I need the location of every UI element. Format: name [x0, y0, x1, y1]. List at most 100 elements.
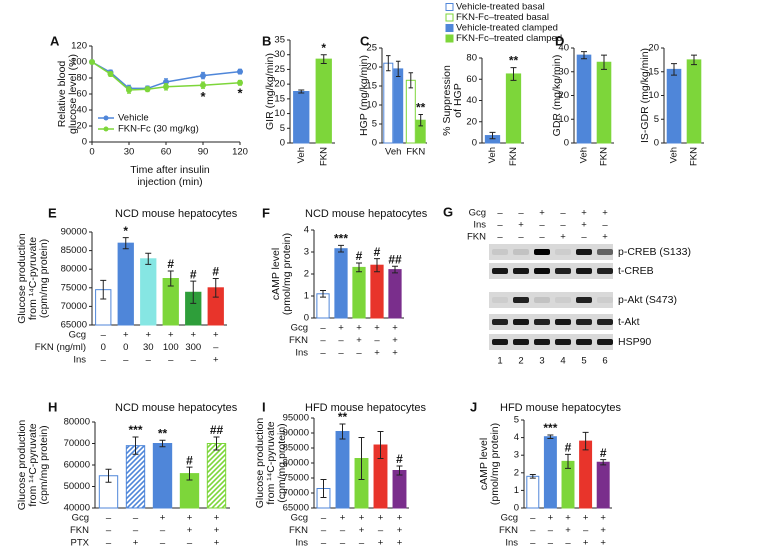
y-tick-label: 4 — [304, 225, 309, 236]
y-tick-label: 20 — [274, 79, 285, 90]
x-tick-label: 60 — [161, 147, 172, 158]
condition-mark: – — [497, 208, 503, 219]
condition-mark: 30 — [143, 342, 154, 353]
chart-title: HFD mouse hepatocytes — [500, 402, 622, 414]
y-axis-label: Glucose productionfrom ¹⁴C-pyruvate(cpm/… — [16, 233, 50, 324]
point — [89, 59, 95, 65]
condition-mark: – — [560, 208, 566, 219]
condition-mark: 300 — [185, 342, 201, 353]
y-tick-label: 0 — [280, 138, 285, 149]
condition-mark: + — [190, 330, 196, 341]
x-tick-label: Veh — [669, 147, 680, 163]
blot-band — [513, 319, 529, 325]
annotation: ** — [338, 410, 348, 424]
y-tick-label: 1 — [304, 291, 309, 302]
bar — [394, 69, 403, 143]
panel-letter: I — [262, 399, 266, 414]
condition-mark: + — [214, 513, 220, 524]
y-tick-label: 0 — [654, 138, 659, 149]
y-tick-label: 5 — [514, 415, 519, 426]
blot-band — [555, 319, 571, 325]
blot-band — [597, 339, 613, 345]
blot-band — [597, 249, 613, 255]
band-label: p-CREB (S133) — [618, 246, 691, 258]
annotation: *** — [543, 421, 557, 435]
condition-mark: + — [392, 348, 398, 359]
bar — [126, 446, 144, 508]
condition-mark: + — [187, 525, 193, 536]
y-tick-label: 80 — [466, 53, 477, 64]
blot-band — [534, 249, 550, 255]
condition-mark: – — [530, 538, 536, 547]
bar — [506, 74, 520, 143]
annotation: *** — [128, 423, 142, 437]
annotation: ## — [388, 252, 402, 266]
annotation: # — [396, 452, 403, 466]
bar — [597, 462, 609, 508]
legend-swatch — [446, 25, 453, 32]
blot-band — [534, 268, 550, 274]
blot-band — [555, 297, 571, 303]
y-tick-label: 75000 — [61, 282, 87, 293]
panel-letter: H — [48, 399, 57, 414]
condition-mark: – — [106, 525, 112, 536]
condition-mark: + — [168, 330, 174, 341]
condition-mark: – — [374, 335, 380, 346]
condition-mark: – — [146, 355, 152, 366]
condition-name: Gcg — [469, 208, 486, 219]
point — [126, 87, 132, 93]
condition-name: PTX — [71, 538, 90, 547]
condition-mark: – — [320, 348, 326, 359]
condition-mark: + — [356, 323, 362, 334]
band-label: t-CREB — [618, 265, 654, 277]
y-tick-label: 15 — [274, 93, 285, 104]
x-tick-label: FKN — [318, 147, 329, 166]
condition-mark: + — [565, 513, 571, 524]
point — [145, 86, 151, 92]
condition-mark: + — [338, 323, 344, 334]
y-tick-label: 50000 — [64, 481, 90, 492]
y-axis-label: HGP (mg/kg/min) — [358, 55, 370, 136]
blot-band — [513, 249, 529, 255]
blot-band — [534, 319, 550, 325]
condition-mark: + — [600, 513, 606, 524]
blot-band — [576, 249, 592, 255]
y-tick-label: 60 — [466, 74, 477, 85]
y-tick-label: 120 — [71, 41, 87, 52]
condition-mark: + — [123, 330, 129, 341]
x-tick-label: 30 — [124, 147, 135, 158]
condition-name: Ins — [295, 538, 308, 547]
annotation: * — [123, 224, 128, 238]
condition-mark: + — [600, 538, 606, 547]
y-tick-label: 0 — [372, 138, 377, 149]
y-tick-label: 90000 — [61, 227, 87, 238]
annotation: # — [356, 249, 363, 263]
condition-mark: + — [539, 208, 545, 219]
condition-mark: + — [397, 513, 403, 524]
lane-number: 4 — [560, 356, 565, 367]
condition-mark: + — [560, 232, 566, 243]
condition-mark: – — [340, 538, 346, 547]
condition-name: Ins — [473, 220, 486, 231]
condition-mark: – — [101, 330, 107, 341]
condition-mark: 100 — [163, 342, 179, 353]
chart-title: NCD mouse hepatocytes — [305, 208, 428, 220]
condition-mark: – — [123, 355, 129, 366]
annotation: # — [374, 245, 381, 259]
condition-mark: + — [374, 323, 380, 334]
legend-label: Vehicle — [118, 113, 149, 124]
bar — [335, 249, 347, 318]
condition-mark: + — [356, 335, 362, 346]
condition-mark: – — [581, 232, 587, 243]
y-tick-label: 5 — [654, 114, 659, 125]
condition-mark: – — [338, 335, 344, 346]
y-tick-label: 80000 — [61, 264, 87, 275]
lane-number: 6 — [602, 356, 607, 367]
condition-mark: – — [583, 525, 589, 536]
condition-mark: – — [106, 513, 112, 524]
condition-mark: + — [160, 513, 166, 524]
band-label: p-Akt (S473) — [618, 294, 677, 306]
condition-mark: – — [320, 335, 326, 346]
condition-mark: + — [397, 525, 403, 536]
